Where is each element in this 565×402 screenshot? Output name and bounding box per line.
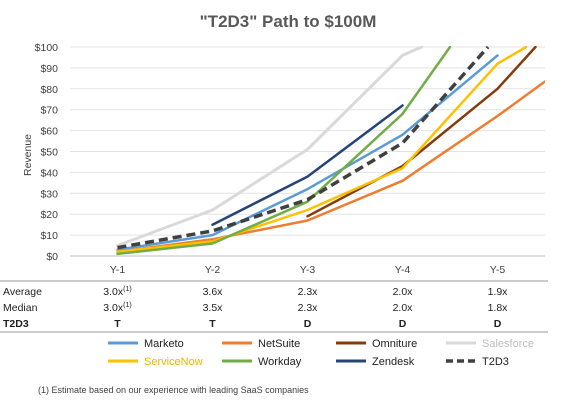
legend-label-marketo: Marketo — [144, 338, 184, 350]
series-line-zendesk — [211, 104, 404, 226]
y-tick-label: $50 — [40, 147, 58, 159]
y-tick-label: $0 — [46, 251, 58, 263]
legend-label-salesforce: Salesforce — [482, 338, 534, 350]
table-cell: D — [399, 318, 407, 330]
table-row-label: Median — [3, 302, 38, 314]
y-tick-label: $100 — [35, 42, 59, 54]
x-tick-labels: Y-1 Y-2 Y-3 Y-4 Y-5 — [110, 264, 506, 276]
y-tick-labels: $0 $10 $20 $30 $40 $50 $60 $70 $80 $90 $100 — [35, 42, 59, 263]
y-tick-label: $10 — [40, 230, 58, 242]
series-line-omniture — [306, 46, 537, 218]
x-tick-label: Y-2 — [205, 264, 221, 276]
chart-title: "T2D3" Path to $100M — [200, 12, 377, 31]
table-cell: 2.3x — [298, 302, 319, 314]
y-tick-label: $70 — [40, 105, 58, 117]
x-tick-label: Y-4 — [395, 264, 411, 276]
x-tick-label: Y-1 — [110, 264, 126, 276]
series-line-salesforce — [116, 46, 423, 248]
y-tick-label: $80 — [40, 84, 58, 96]
table-row-label: T2D3 — [3, 318, 29, 330]
table-cell: D — [304, 318, 312, 330]
legend-label-zendesk: Zendesk — [372, 356, 415, 368]
table-cell: D — [494, 318, 502, 330]
grid-lines — [70, 46, 545, 257]
legend-label-netsuite: NetSuite — [258, 338, 300, 350]
table-cell: 2.0x — [393, 286, 414, 298]
table-cell: 3.0x(1) — [103, 302, 131, 314]
table-cell: 2.3x — [298, 286, 319, 298]
x-tick-label: Y-5 — [490, 264, 506, 276]
x-tick-label: Y-3 — [300, 264, 316, 276]
legend: Marketo NetSuite Omniture Salesforce Service… — [108, 338, 534, 368]
table-cell: 3.0x(1) — [103, 286, 131, 298]
table-row-label: Average — [3, 286, 42, 298]
y-axis-label: Revenue — [22, 134, 34, 176]
legend-label-workday: Workday — [258, 356, 302, 368]
y-tick-label: $30 — [40, 188, 58, 200]
series-line-workday — [116, 46, 452, 256]
data-table: Average 3.0x(1) 3.6x 2.3x 2.0x 1.9x Median 3.0x… — [0, 280, 548, 333]
legend-label-omniture: Omniture — [372, 338, 417, 350]
series-lines — [116, 46, 545, 256]
legend-label-t2d3: T2D3 — [482, 356, 509, 368]
y-tick-label: $90 — [40, 63, 58, 75]
y-tick-label: $20 — [40, 209, 58, 221]
series-line-netsuite — [116, 79, 545, 254]
table-cell: 2.0x — [393, 302, 414, 314]
y-tick-label: $60 — [40, 126, 58, 138]
table-cell: T — [114, 318, 121, 330]
table-cell: 1.9x — [488, 286, 509, 298]
table-cell: T — [209, 318, 216, 330]
footnote: (1) Estimate based on our experience wit… — [38, 385, 309, 395]
series-line-t2d3 — [117, 46, 490, 250]
legend-label-servicenow: ServiceNow — [144, 356, 203, 368]
table-cell: 1.8x — [488, 302, 509, 314]
table-cell: 3.5x — [203, 302, 224, 314]
y-tick-label: $40 — [40, 167, 58, 179]
table-cell: 3.6x — [203, 286, 224, 298]
series-line-servicenow — [116, 46, 528, 254]
